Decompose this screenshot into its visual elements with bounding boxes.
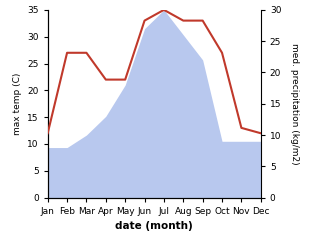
Y-axis label: max temp (C): max temp (C) xyxy=(13,73,22,135)
X-axis label: date (month): date (month) xyxy=(115,221,193,231)
Y-axis label: med. precipitation (kg/m2): med. precipitation (kg/m2) xyxy=(290,43,299,165)
